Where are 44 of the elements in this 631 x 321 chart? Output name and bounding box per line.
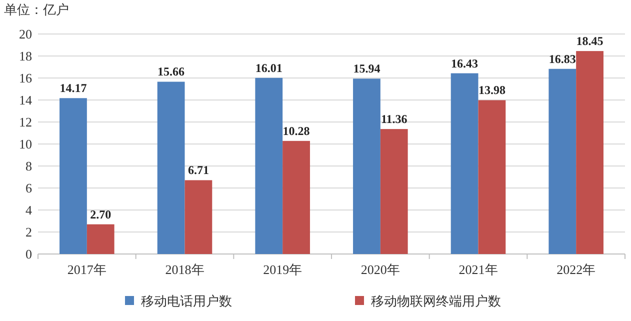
bar	[450, 73, 478, 254]
data-label: 15.66	[158, 64, 185, 79]
bar	[576, 51, 604, 254]
data-label: 16.83	[548, 52, 576, 66]
data-label: 6.71	[188, 163, 209, 178]
y-tick-label: 14	[19, 92, 32, 108]
y-axis-title: 单位：亿户	[4, 2, 69, 17]
y-tick-label: 6	[26, 180, 32, 196]
legend-label: 移动电话用户数	[141, 294, 232, 309]
data-label: 18.45	[576, 34, 604, 48]
bar	[60, 98, 87, 254]
legend-label: 移动物联网终端用户数	[371, 294, 501, 309]
bar	[548, 68, 576, 254]
y-tick-label: 12	[19, 114, 32, 130]
y-tick-label: 16	[19, 70, 32, 86]
data-label: 13.98	[478, 83, 506, 98]
bar	[282, 140, 310, 254]
x-tick-label: 2017年	[67, 262, 106, 277]
data-label: 2.70	[90, 207, 112, 222]
data-label: 15.94	[353, 62, 380, 76]
y-tick-label: 20	[19, 26, 32, 42]
y-tick-label: 0	[26, 246, 32, 262]
x-tick-label: 2020年	[360, 262, 400, 277]
bar	[478, 100, 506, 254]
x-tick-label: 2019年	[263, 262, 302, 277]
bar	[86, 224, 114, 254]
data-label: 16.43	[451, 56, 478, 70]
data-label: 14.17	[60, 81, 87, 96]
data-label: 10.28	[282, 124, 310, 138]
x-tick-label: 2018年	[165, 262, 204, 277]
bar	[353, 78, 380, 254]
bar	[157, 82, 185, 254]
y-tick-label: 2	[26, 224, 32, 240]
y-tick-label: 8	[26, 158, 32, 174]
x-tick-label: 2022年	[556, 262, 596, 277]
data-label: 16.01	[255, 60, 282, 75]
y-tick-label: 4	[26, 202, 32, 218]
y-tick-label: 10	[19, 136, 32, 152]
data-label: 11.36	[380, 112, 408, 126]
x-tick-label: 2021年	[458, 262, 498, 277]
y-tick-label: 18	[19, 48, 32, 64]
bar	[184, 180, 212, 254]
bar	[255, 78, 283, 254]
bar	[380, 129, 408, 254]
